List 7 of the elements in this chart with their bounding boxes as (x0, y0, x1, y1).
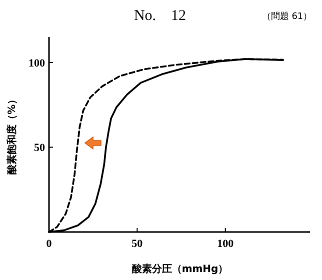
x-axis-title: 酸素分圧（mmHg） (132, 263, 228, 275)
x-tick-label: 50 (132, 238, 144, 250)
chart-subtitle: （問題 61） (262, 11, 312, 22)
y-axis-title: 酸素飽和度（%） (6, 94, 18, 175)
x-tick-label: 100 (217, 238, 234, 250)
chart-title: No. 12 (134, 8, 186, 24)
x-tick-label: 0 (46, 238, 52, 250)
